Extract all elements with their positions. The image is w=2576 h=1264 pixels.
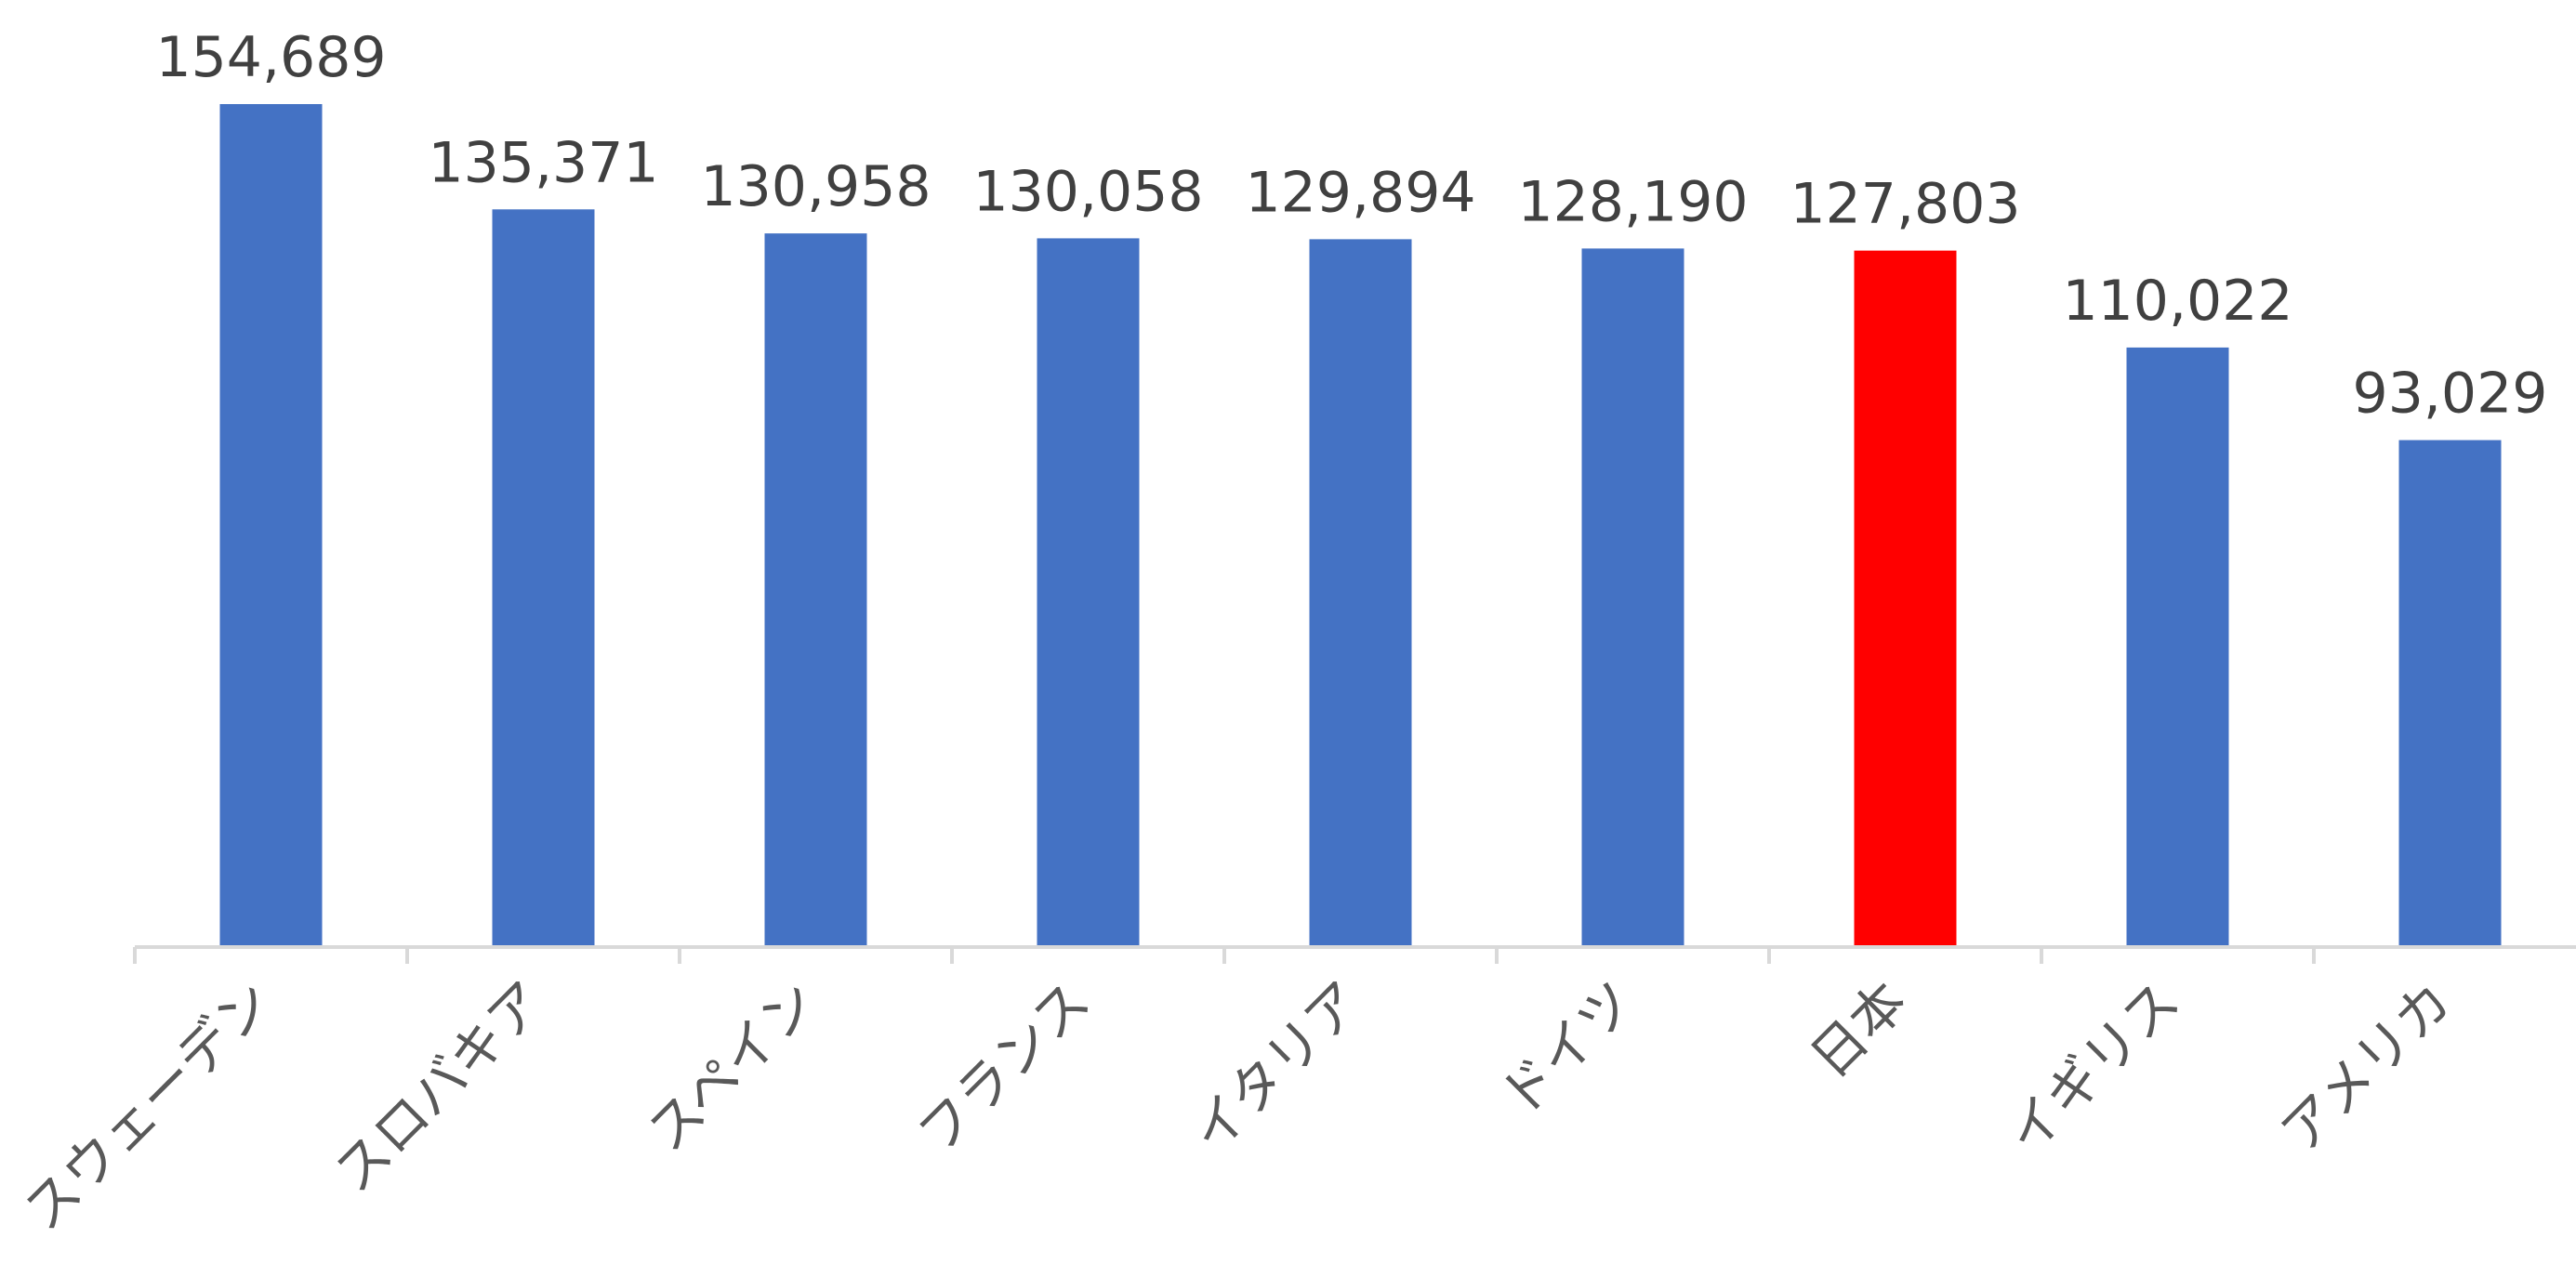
category-label: スペイン: [635, 969, 829, 1164]
category-label: 日本: [1798, 969, 1919, 1090]
category-label: アメリカ: [2268, 969, 2464, 1165]
category-label: スロバキア: [322, 969, 557, 1205]
data-label: 93,029: [2353, 362, 2548, 427]
bar: [2126, 347, 2229, 947]
data-label: 127,803: [1790, 172, 2020, 237]
data-label: 130,058: [972, 159, 1203, 224]
data-label: 130,958: [700, 154, 931, 219]
bar: [1854, 250, 1957, 947]
data-label: 110,022: [2062, 269, 2292, 334]
category-label: フランス: [905, 969, 1102, 1165]
x-axis: [133, 945, 2576, 964]
category-label: スウェーデン: [11, 969, 284, 1243]
bar: [2398, 440, 2502, 947]
bar: [219, 104, 323, 947]
data-label: 154,689: [155, 25, 386, 90]
bar: [1581, 248, 1684, 947]
category-label: ドイツ: [1487, 969, 1646, 1128]
data-label: 135,371: [428, 130, 658, 195]
bar: [1037, 238, 1140, 947]
bar: [492, 209, 595, 947]
category-labels: スウェーデン スロバキア スペイン フランス イタリア ドイツ 日本 イギリス アメリカ: [11, 969, 2464, 1243]
bar: [1309, 239, 1412, 947]
value-labels: 154,689 135,371 130,958 130,058 129,894 128,1…: [155, 25, 2547, 427]
bars-layer: [219, 104, 2502, 948]
bar: [764, 233, 867, 948]
data-label: 128,190: [1517, 169, 1748, 234]
category-label: イギリス: [1994, 969, 2191, 1166]
category-label: イタリア: [1179, 969, 1374, 1165]
data-label: 129,894: [1245, 160, 1475, 225]
